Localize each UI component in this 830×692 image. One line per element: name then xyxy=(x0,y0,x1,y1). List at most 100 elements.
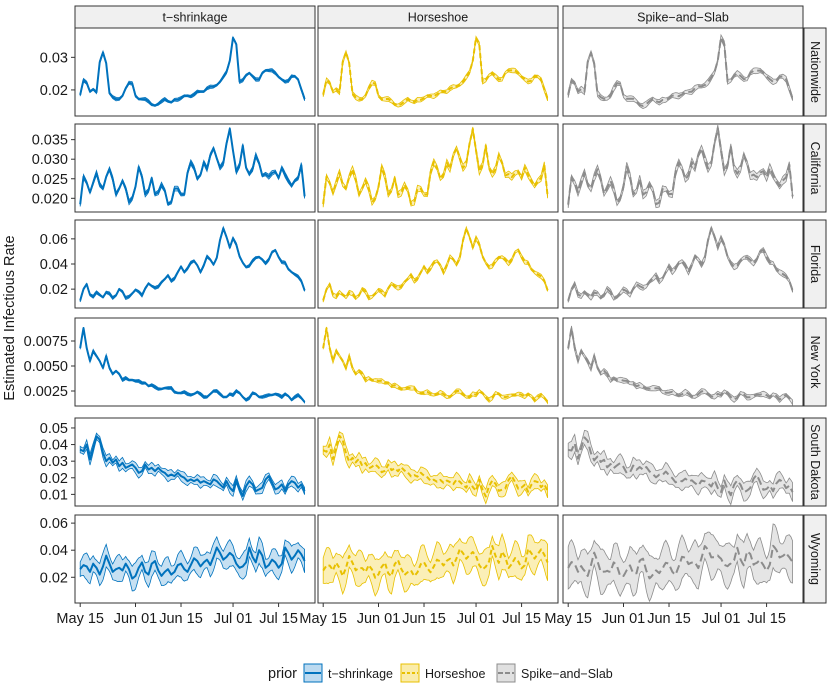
interval-band-florida-spike-and-slab xyxy=(567,225,793,303)
panel-border-new-york-horseshoe xyxy=(317,317,559,407)
y-tick-label-south-dakota: 0.05 xyxy=(40,421,68,437)
interval-band-california-spike-and-slab xyxy=(567,124,793,209)
x-tick-label-spike-and-slab: May 15 xyxy=(544,611,592,627)
x-tick-label-spike-and-slab: Jun 01 xyxy=(602,611,646,627)
x-tick-label-spike-and-slab: Jul 01 xyxy=(702,611,741,627)
facet-strip-florida xyxy=(803,219,827,309)
y-tick-label-florida: 0.04 xyxy=(40,257,68,273)
y-tick-label-south-dakota: 0.04 xyxy=(40,438,68,454)
facet-strip-label-florida: Florida xyxy=(808,245,822,283)
panel-border-nationwide-horseshoe xyxy=(317,27,559,117)
x-tick-label-horseshoe: May 15 xyxy=(299,611,347,627)
facet-strip-south-dakota xyxy=(803,417,827,507)
interval-band-nationwide-spike-and-slab xyxy=(567,33,793,109)
series-line-nationwide-t-shrinkage xyxy=(79,36,306,107)
x-tick-label-spike-and-slab: Jul 15 xyxy=(747,611,786,627)
x-tick-label-horseshoe: Jun 15 xyxy=(402,611,446,627)
facet-strip-wyoming xyxy=(803,514,827,604)
facet-strip-nationwide xyxy=(803,27,827,117)
y-tick-label-nationwide: 0.03 xyxy=(40,50,68,66)
x-tick-label-spike-and-slab: Jun 15 xyxy=(647,611,691,627)
series-line-wyoming-t-shrinkage xyxy=(79,546,306,580)
series-line-wyoming-spike-and-slab xyxy=(567,544,794,580)
interval-band-california-horseshoe xyxy=(322,126,548,208)
y-tick-label-california: 0.025 xyxy=(32,172,68,188)
series-line-florida-horseshoe xyxy=(322,227,549,301)
panel-border-florida-horseshoe xyxy=(317,219,559,309)
y-tick-label-florida: 0.02 xyxy=(40,282,68,298)
facet-strip-label-california: California xyxy=(808,142,822,195)
series-line-wyoming-horseshoe xyxy=(322,545,549,579)
interval-band-florida-horseshoe xyxy=(322,225,548,303)
interval-band-south-dakota-spike-and-slab xyxy=(567,429,793,506)
y-tick-label-nationwide: 0.02 xyxy=(40,83,68,99)
series-line-south-dakota-spike-and-slab xyxy=(568,436,794,497)
y-tick-label-california: 0.030 xyxy=(32,152,68,168)
panel-border-wyoming-horseshoe xyxy=(317,514,559,604)
panel-border-wyoming-t-shrinkage xyxy=(74,514,316,604)
series-line-florida-t-shrinkage xyxy=(79,227,306,301)
interval-band-new-york-spike-and-slab xyxy=(567,325,793,407)
y-tick-label-new-york: 0.0025 xyxy=(24,384,68,400)
panel-border-california-horseshoe xyxy=(317,123,559,213)
panel-border-nationwide-t-shrinkage xyxy=(74,27,316,117)
series-line-south-dakota-t-shrinkage xyxy=(79,435,306,497)
y-tick-label-wyoming: 0.04 xyxy=(40,543,68,559)
x-tick-label-t-shrinkage: Jun 01 xyxy=(114,611,158,627)
x-tick-label-t-shrinkage: Jul 15 xyxy=(259,611,298,627)
y-tick-label-south-dakota: 0.01 xyxy=(40,487,68,503)
series-line-florida-spike-and-slab xyxy=(567,227,794,302)
interval-band-new-york-horseshoe xyxy=(322,326,548,405)
series-line-california-t-shrinkage xyxy=(79,127,306,206)
panel-border-california-t-shrinkage xyxy=(74,123,316,213)
facet-strip-label-south-dakota: South Dakota xyxy=(808,424,822,500)
facet-strip-label-new-york: New York xyxy=(808,336,822,390)
series-line-south-dakota-horseshoe xyxy=(322,434,549,498)
panel-border-south-dakota-spike-and-slab xyxy=(562,417,804,507)
legend-label-horseshoe: Horseshoe xyxy=(425,667,485,681)
x-tick-label-t-shrinkage: Jul 01 xyxy=(214,611,253,627)
y-tick-label-wyoming: 0.06 xyxy=(40,516,68,532)
panel-border-wyoming-spike-and-slab xyxy=(562,514,804,604)
panel-border-new-york-t-shrinkage xyxy=(74,317,316,407)
interval-band-florida-t-shrinkage xyxy=(79,225,305,303)
series-line-california-horseshoe xyxy=(322,127,549,205)
interval-band-new-york-t-shrinkage xyxy=(79,327,305,404)
y-tick-label-new-york: 0.0075 xyxy=(24,334,68,350)
x-tick-label-t-shrinkage: Jun 15 xyxy=(159,611,203,627)
y-tick-label-florida: 0.06 xyxy=(40,232,68,248)
legend-label-spike-and-slab: Spike−and−Slab xyxy=(521,667,613,681)
series-line-nationwide-spike-and-slab xyxy=(567,36,794,107)
facet-strip-label-horseshoe: Horseshoe xyxy=(408,11,468,25)
interval-band-wyoming-spike-and-slab xyxy=(567,523,793,603)
series-line-nationwide-horseshoe xyxy=(322,36,549,107)
interval-band-nationwide-horseshoe xyxy=(322,35,548,108)
panel-border-south-dakota-t-shrinkage xyxy=(74,417,316,507)
facet-strip-label-spike-and-slab: Spike−and−Slab xyxy=(637,11,729,25)
facet-strip-new-york xyxy=(803,317,827,407)
x-tick-label-t-shrinkage: May 15 xyxy=(56,611,104,627)
interval-band-south-dakota-t-shrinkage xyxy=(79,432,305,502)
panel-border-california-spike-and-slab xyxy=(562,123,804,213)
legend-label-t-shrinkage: t−shrinkage xyxy=(328,667,393,681)
y-tick-label-wyoming: 0.02 xyxy=(40,570,68,586)
series-line-new-york-horseshoe xyxy=(322,327,549,403)
y-tick-label-california: 0.020 xyxy=(32,191,68,207)
y-axis-title: Estimated Infectious Rate xyxy=(2,235,18,400)
panel-border-nationwide-spike-and-slab xyxy=(562,27,804,117)
facet-strip-label-nationwide: Nationwide xyxy=(808,41,822,103)
series-line-new-york-spike-and-slab xyxy=(567,327,794,404)
y-tick-label-south-dakota: 0.03 xyxy=(40,454,68,470)
series-line-california-spike-and-slab xyxy=(567,127,794,206)
facet-strip-label-wyoming: Wyoming xyxy=(808,533,822,585)
panel-border-florida-t-shrinkage xyxy=(74,219,316,309)
x-tick-label-horseshoe: Jul 01 xyxy=(457,611,496,627)
x-tick-label-horseshoe: Jul 15 xyxy=(502,611,541,627)
legend-title: prior xyxy=(268,666,297,682)
panel-border-new-york-spike-and-slab xyxy=(562,317,804,407)
panel-border-south-dakota-horseshoe xyxy=(317,417,559,507)
panel-border-florida-spike-and-slab xyxy=(562,219,804,309)
x-tick-label-horseshoe: Jun 01 xyxy=(357,611,401,627)
y-tick-label-south-dakota: 0.02 xyxy=(40,471,68,487)
